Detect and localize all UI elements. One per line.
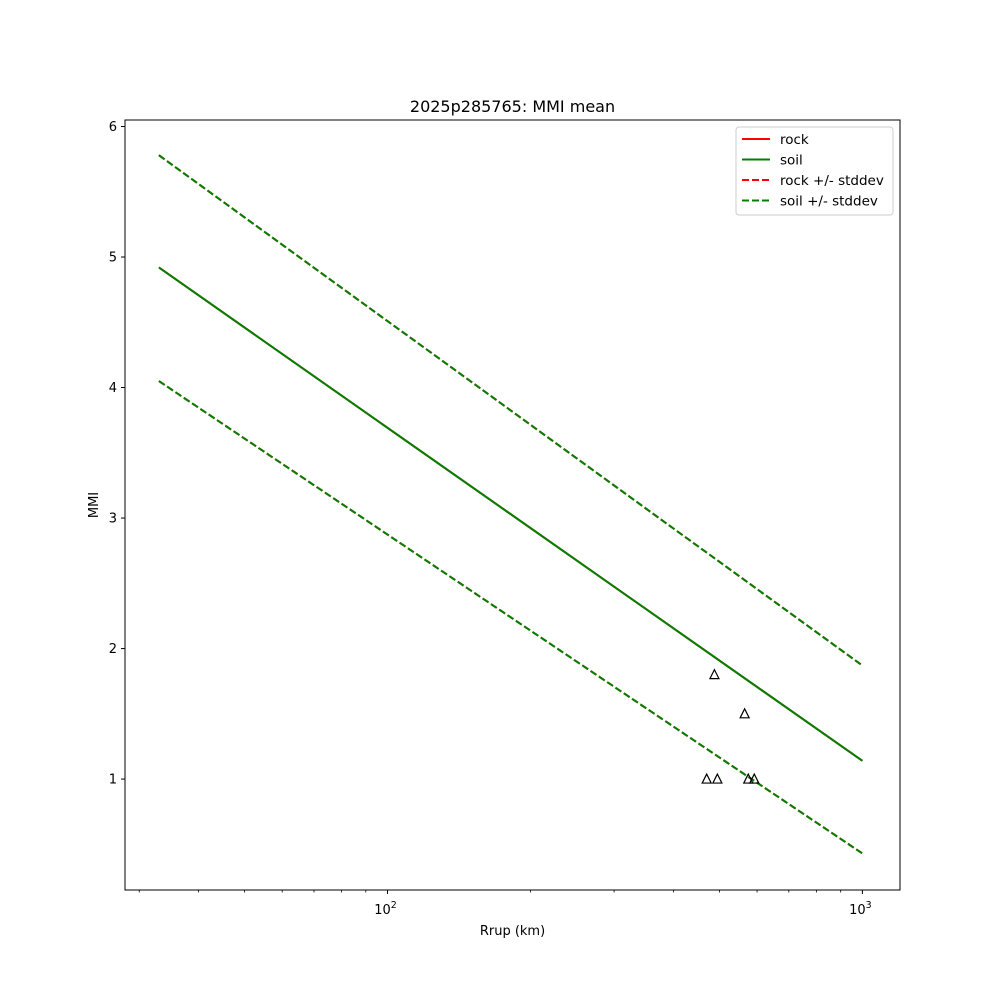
observation-point bbox=[711, 772, 723, 784]
legend-label: soil +/- stddev bbox=[780, 194, 878, 210]
y-tick-label: 2 bbox=[109, 642, 117, 657]
y-tick-label: 6 bbox=[109, 120, 117, 135]
x-axis: 102 103 bbox=[138, 890, 872, 918]
chart-title: 2025p285765: MMI mean bbox=[410, 97, 615, 116]
y-tick-label: 3 bbox=[109, 512, 117, 527]
x-tick-label: 102 bbox=[374, 900, 397, 918]
y-axis-label: MMI bbox=[87, 492, 102, 518]
series-line-3-upper bbox=[158, 154, 863, 667]
series-line-1 bbox=[158, 266, 863, 762]
observation-point bbox=[748, 772, 760, 784]
x-tick-label: 103 bbox=[849, 900, 872, 918]
x-axis-label: Rrup (km) bbox=[480, 924, 545, 939]
legend-label: rock +/- stddev bbox=[780, 173, 884, 189]
legend: rock soil rock +/- stddev soil +/- stddev bbox=[735, 126, 894, 216]
y-axis: 1 2 3 4 5 6 bbox=[109, 120, 125, 788]
y-tick-label: 4 bbox=[109, 381, 117, 396]
legend-box bbox=[735, 126, 894, 216]
observation-point bbox=[742, 772, 754, 784]
y-tick-label: 5 bbox=[109, 251, 117, 266]
legend-label: rock bbox=[780, 132, 809, 148]
plot-lines bbox=[158, 154, 863, 855]
observation-point bbox=[701, 772, 713, 784]
y-tick-label: 1 bbox=[109, 773, 117, 788]
observation-markers bbox=[701, 668, 760, 784]
legend-label: soil bbox=[780, 153, 803, 169]
series-line-3-lower bbox=[158, 380, 863, 855]
observation-point bbox=[708, 668, 720, 680]
plot-frame bbox=[124, 119, 901, 891]
observation-point bbox=[739, 707, 751, 719]
